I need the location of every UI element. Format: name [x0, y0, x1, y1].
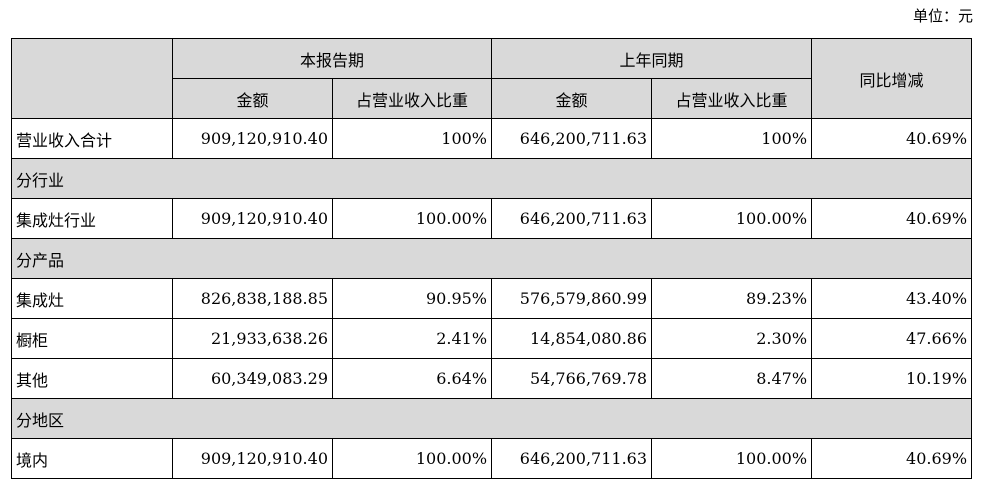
prior-share-cell: 100.00% [651, 438, 813, 479]
table-body: 营业收入合计 909,120,910.40 100% 646,200,711.63 10… [10, 118, 973, 479]
current-share-cell: 2.41% [331, 318, 493, 359]
header-current-period: 本报告期 [171, 38, 493, 79]
header-prior-share: 占营业收入比重 [651, 78, 813, 119]
revenue-table: 本报告期 上年同期 同比增减 金额 占营业收入比重 金额 占营业收入比重 营业收… [10, 38, 973, 479]
table-row: 其他 60,349,083.29 6.64% 54,766,769.78 8.47% 10… [11, 358, 973, 399]
group-label: 分行业 [10, 158, 973, 199]
prior-amount-cell: 576,579,860.99 [491, 278, 653, 319]
current-amount-cell: 909,120,910.40 [172, 118, 333, 159]
row-label: 集成灶行业 [11, 198, 173, 239]
prior-share-cell: 100.00% [651, 198, 813, 239]
group-label: 分产品 [10, 238, 973, 279]
table-header: 本报告期 上年同期 同比增减 金额 占营业收入比重 金额 占营业收入比重 [11, 38, 973, 119]
table-row: 集成灶行业 909,120,910.40 100.00% 646,200,711.63… [11, 198, 973, 239]
row-label: 境内 [11, 438, 173, 479]
current-share-cell: 100.00% [331, 438, 493, 479]
current-share-cell: 90.95% [331, 278, 493, 319]
table-row: 集成灶 826,838,188.85 90.95% 576,579,860.99 89.… [11, 278, 973, 319]
current-amount-cell: 60,349,083.29 [172, 358, 333, 399]
table-group-row: 分行业 [10, 158, 973, 199]
prior-amount-cell: 646,200,711.63 [491, 198, 653, 239]
current-amount-cell: 826,838,188.85 [172, 278, 333, 319]
table-row: 境内 909,120,910.40 100.00% 646,200,711.63 100… [11, 438, 973, 479]
prior-amount-cell: 646,200,711.63 [491, 118, 653, 159]
prior-share-cell: 89.23% [651, 278, 813, 319]
yoy-change-cell: 47.66% [811, 318, 973, 359]
table-row: 橱柜 21,933,638.26 2.41% 14,854,080.86 2.30% 47… [11, 318, 973, 359]
row-label: 橱柜 [11, 318, 173, 359]
header-current-amount: 金额 [172, 78, 333, 119]
prior-share-cell: 2.30% [651, 318, 813, 359]
yoy-change-cell: 40.69% [811, 198, 973, 239]
row-label: 其他 [11, 358, 173, 399]
yoy-change-cell: 40.69% [811, 438, 973, 479]
group-label: 分地区 [10, 398, 973, 439]
header-prior-period: 上年同期 [491, 38, 813, 79]
header-yoy-change: 同比增减 [811, 38, 973, 119]
header-current-share: 占营业收入比重 [331, 78, 493, 119]
prior-share-cell: 100% [651, 118, 813, 159]
prior-amount-cell: 14,854,080.86 [491, 318, 653, 359]
unit-label: 单位：元 [912, 7, 973, 25]
row-label: 营业收入合计 [11, 118, 173, 159]
table-group-row: 分产品 [10, 238, 973, 279]
row-label: 集成灶 [11, 278, 173, 319]
current-share-cell: 6.64% [331, 358, 493, 399]
current-amount-cell: 21,933,638.26 [172, 318, 333, 359]
table-group-row: 分地区 [10, 398, 973, 439]
yoy-change-cell: 43.40% [811, 278, 973, 319]
yoy-change-cell: 40.69% [811, 118, 973, 159]
prior-amount-cell: 54,766,769.78 [491, 358, 653, 399]
yoy-change-cell: 10.19% [811, 358, 973, 399]
current-amount-cell: 909,120,910.40 [172, 438, 333, 479]
header-prior-amount: 金额 [491, 78, 653, 119]
table-row: 营业收入合计 909,120,910.40 100% 646,200,711.63 10… [11, 118, 973, 159]
header-blank [11, 38, 173, 119]
prior-share-cell: 8.47% [651, 358, 813, 399]
current-amount-cell: 909,120,910.40 [172, 198, 333, 239]
prior-amount-cell: 646,200,711.63 [491, 438, 653, 479]
current-share-cell: 100.00% [331, 198, 493, 239]
current-share-cell: 100% [331, 118, 493, 159]
